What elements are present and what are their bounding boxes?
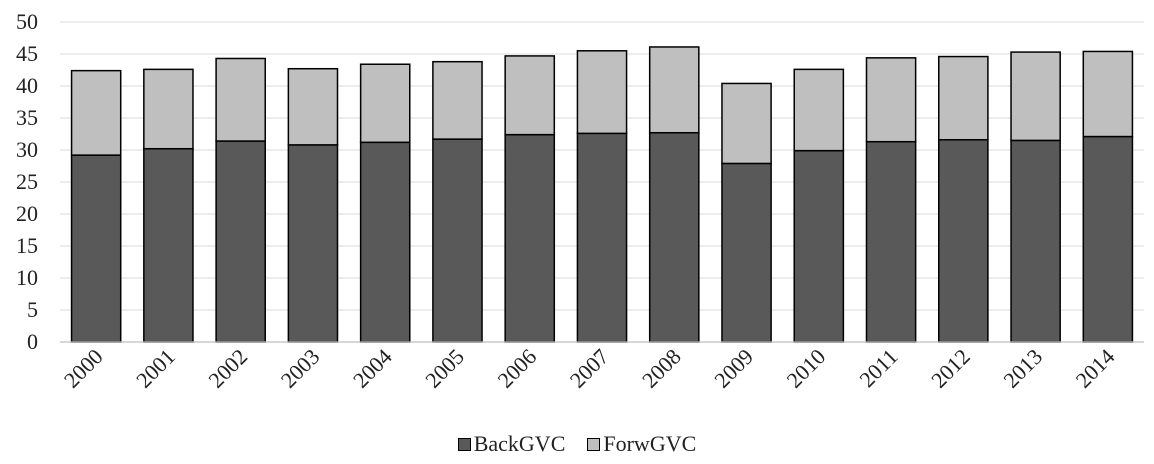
bar-backgvc-2005 xyxy=(432,138,483,343)
bar-forwgvc-2009 xyxy=(721,82,772,165)
bar-forwgvc-2012 xyxy=(938,55,989,141)
bar-backgvc-2004 xyxy=(359,141,411,343)
x-tick-label: 2007 xyxy=(565,344,614,393)
bar-forwgvc-2006 xyxy=(504,55,556,136)
bars xyxy=(70,46,1134,343)
bar-forwgvc-2001 xyxy=(143,68,194,150)
bar-backgvc-2002 xyxy=(215,140,266,343)
bar-forwgvc-2004 xyxy=(359,63,411,144)
x-tick-label: 2005 xyxy=(420,344,469,393)
y-tick-label: 0 xyxy=(27,329,38,354)
bar-forwgvc-2000 xyxy=(70,69,122,156)
y-tick-label: 40 xyxy=(16,73,38,98)
y-tick-label: 35 xyxy=(16,105,38,130)
bar-forwgvc-2008 xyxy=(648,46,700,134)
legend-item-backgvc: BackGVC xyxy=(457,431,566,457)
x-tick-label: 2009 xyxy=(709,344,758,393)
bar-backgvc-2013 xyxy=(1010,139,1061,343)
bar-forwgvc-2014 xyxy=(1082,50,1134,138)
y-tick-label: 30 xyxy=(16,137,38,162)
legend-label-backgvc: BackGVC xyxy=(473,431,566,456)
y-tick-label: 5 xyxy=(27,297,38,322)
x-tick-label: 2002 xyxy=(203,344,252,393)
x-tick-label: 2013 xyxy=(998,344,1047,393)
bar-forwgvc-2007 xyxy=(576,50,628,135)
x-tick-label: 2006 xyxy=(492,344,541,393)
bar-backgvc-2008 xyxy=(648,131,700,343)
legend-item-forwgvc: ForwGVC xyxy=(587,431,696,457)
bar-forwgvc-2002 xyxy=(215,57,266,142)
bar-backgvc-2014 xyxy=(1082,135,1134,343)
legend: BackGVC ForwGVC xyxy=(0,431,1154,457)
x-tick-label: 2010 xyxy=(782,344,831,393)
x-tick-label: 2003 xyxy=(276,344,325,393)
bar-forwgvc-2003 xyxy=(287,67,339,146)
y-tick-label: 45 xyxy=(16,41,38,66)
bar-backgvc-2010 xyxy=(793,149,845,343)
bar-backgvc-2006 xyxy=(504,133,556,343)
y-tick-label: 10 xyxy=(16,265,38,290)
x-tick-label: 2011 xyxy=(854,344,902,392)
bar-backgvc-2012 xyxy=(938,139,989,343)
legend-swatch-backgvc xyxy=(457,437,471,451)
x-tick-label: 2001 xyxy=(131,344,180,393)
bar-backgvc-2001 xyxy=(143,147,194,343)
bar-backgvc-2000 xyxy=(70,154,122,343)
bar-forwgvc-2005 xyxy=(432,60,483,140)
x-tick-label: 2008 xyxy=(637,344,686,393)
y-tick-label: 50 xyxy=(16,9,38,34)
legend-label-forwgvc: ForwGVC xyxy=(603,431,697,456)
x-tick-label: 2012 xyxy=(926,344,975,393)
bar-forwgvc-2010 xyxy=(793,68,845,152)
x-tick-label: 2014 xyxy=(1071,344,1120,393)
x-tick-label: 2004 xyxy=(348,344,397,393)
x-tick-label: 2000 xyxy=(59,344,108,393)
legend-swatch-forwgvc xyxy=(587,437,601,451)
bar-backgvc-2007 xyxy=(576,132,628,343)
bar-forwgvc-2013 xyxy=(1010,51,1061,142)
bar-forwgvc-2011 xyxy=(865,57,917,143)
y-tick-label: 25 xyxy=(16,169,38,194)
y-tick-label: 15 xyxy=(16,233,38,258)
bar-backgvc-2009 xyxy=(721,162,772,343)
bar-backgvc-2011 xyxy=(865,140,917,343)
bar-backgvc-2003 xyxy=(287,144,339,343)
y-tick-label: 20 xyxy=(16,201,38,226)
